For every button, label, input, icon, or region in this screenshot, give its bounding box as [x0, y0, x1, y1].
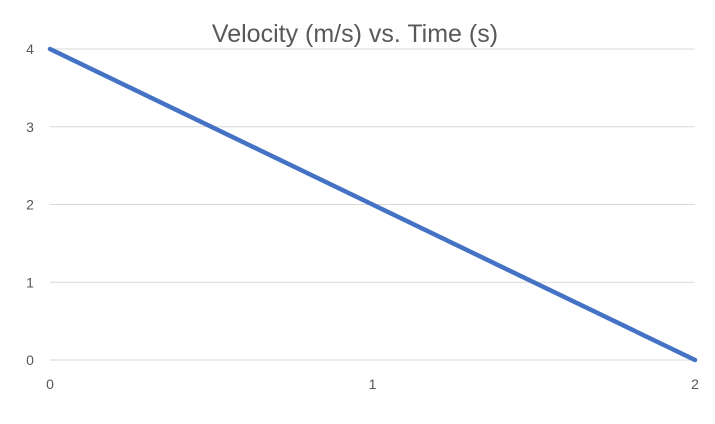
y-tick-label: 4 [26, 41, 34, 57]
x-tick-label: 1 [369, 376, 377, 392]
y-axis-ticks: 0 1 2 3 4 [26, 41, 34, 368]
y-tick-label: 2 [26, 197, 34, 213]
series-line-0 [47, 46, 698, 363]
chart-title: Velocity (m/s) vs. Time (s) [212, 20, 498, 48]
y-tick-label: 1 [26, 274, 34, 290]
x-tick-label: 2 [691, 376, 699, 392]
y-tick-label: 0 [26, 352, 34, 368]
x-tick-label: 0 [46, 376, 54, 392]
x-axis-ticks: 0 1 2 [46, 376, 699, 392]
series-layer [47, 46, 698, 363]
y-tick-label: 3 [26, 119, 34, 135]
